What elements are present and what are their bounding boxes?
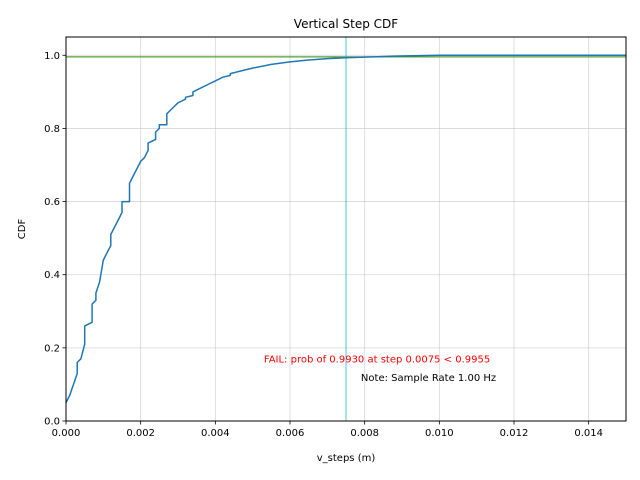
y-tick-label: 0.2 [44,343,60,354]
series-lines [65,54,626,404]
cdf-line [65,54,626,404]
y-axis-label: CDF [17,219,28,240]
sample-rate-note: Note: Sample Rate 1.00 Hz [361,373,496,384]
y-tick-label: 0.0 [44,417,60,428]
y-axis-ticks: 0.0 0.2 0.4 0.6 0.8 1.0 [44,51,66,428]
chart-title: Vertical Step CDF [294,17,398,31]
x-tick-label: 0.012 [500,428,529,439]
plot-frame [65,36,627,422]
fail-annotation: FAIL: prob of 0.9930 at step 0.0075 < 0.… [264,354,490,365]
y-tick-label: 0.8 [44,124,60,135]
x-tick-label: 0.014 [574,428,603,439]
x-tick-label: 0.010 [425,428,454,439]
x-tick-label: 0.004 [201,428,230,439]
x-tick-label: 0.002 [126,428,155,439]
x-axis-ticks: 0.000 0.002 0.004 0.006 0.008 0.010 0.012 0.014 [52,421,603,439]
x-tick-label: 0.000 [52,428,81,439]
y-tick-label: 0.6 [44,197,60,208]
x-tick-label: 0.006 [276,428,305,439]
y-tick-label: 1.0 [44,51,60,62]
reference-lines [66,37,626,421]
x-axis-label: v_steps (m) [317,453,376,464]
annotations: FAIL: prob of 0.9930 at step 0.0075 < 0.… [264,354,496,383]
x-tick-label: 0.008 [350,428,379,439]
y-tick-label: 0.4 [44,270,60,281]
